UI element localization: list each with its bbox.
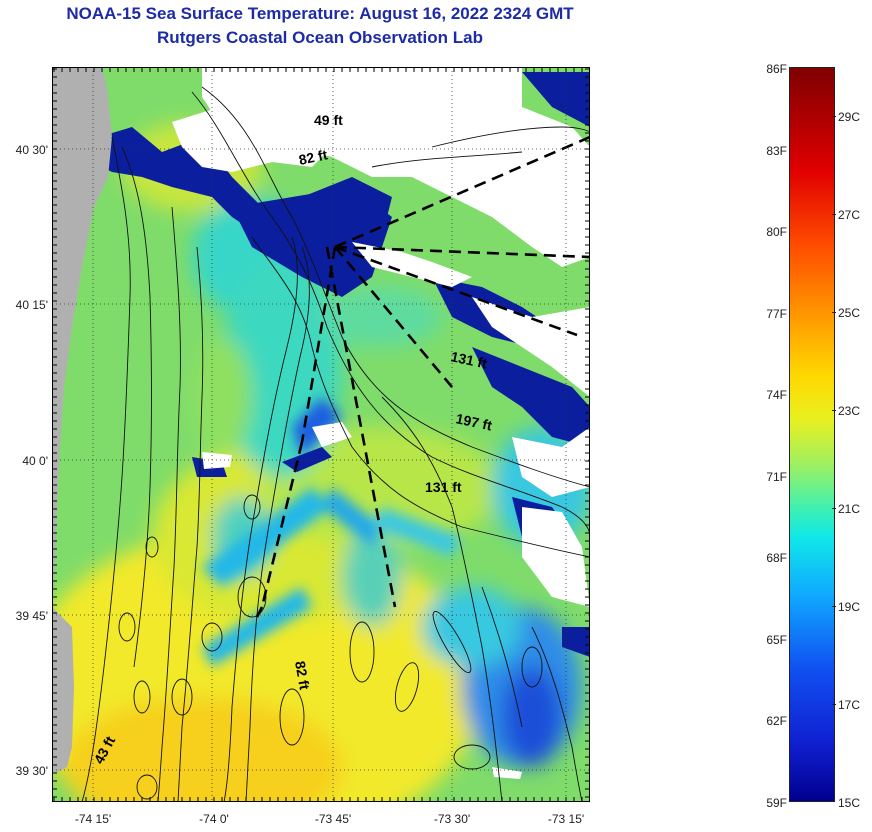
colorbar-f-77: 77F [766,307,787,321]
colorbar-f-80: 80F [766,225,787,239]
lon-label-73-30: -73 30' [433,812,471,826]
lon-label-73-15: -73 15' [547,812,585,826]
depth-label-82ft-north: 82 ft [297,146,329,168]
colorbar-c-27: 27C [838,208,861,222]
colorbar-c-17: 17C [838,698,861,712]
lat-label-40-30: 40 30' [15,143,48,157]
sst-map: 49 ft 82 ft 131 ft 197 ft 131 ft 82 ft 4… [52,67,590,802]
temperature-colorbar [789,67,835,802]
colorbar-c-tick [832,312,836,313]
depth-label-131ft-south: 131 ft [425,479,462,495]
colorbar-c-tick [832,410,836,411]
depth-label-197ft: 197 ft [454,410,493,433]
depth-label-82ft-south: 82 ft [292,660,313,691]
colorbar-c-25: 25C [838,306,861,320]
colorbar-f-65: 65F [766,633,787,647]
colorbar-c-tick [832,116,836,117]
colorbar-f-83: 83F [766,144,787,158]
colorbar-c-tick [832,214,836,215]
map-frame [52,67,590,802]
grid-lines [52,67,590,802]
colorbar-f-74: 74F [766,388,787,402]
colorbar-c-tick [832,508,836,509]
colorbar-f-62: 62F [766,714,787,728]
colorbar-c-21: 21C [838,502,861,516]
colorbar-c-23: 23C [838,404,861,418]
map-title: NOAA-15 Sea Surface Temperature: August … [66,4,574,23]
lon-label-74-15: -74 15' [74,812,112,826]
lon-label-73-45: -73 45' [314,812,352,826]
bathymetry-contours [81,86,590,802]
colorbar-c-tick [832,704,836,705]
lat-label-39-45: 39 45' [15,609,48,623]
lon-label-74-0: -74 0' [199,812,229,826]
colorbar-f-86: 86F [766,62,787,76]
colorbar-f-59: 59F [766,796,787,810]
lat-label-39-30: 39 30' [15,764,48,778]
depth-label-131ft-north: 131 ft [449,348,488,371]
map-subtitle: Rutgers Coastal Ocean Observation Lab [157,28,483,47]
colorbar-c-15: 15C [838,796,861,810]
colorbar-f-68: 68F [766,551,787,565]
transect-lines [255,135,590,618]
colorbar-f-71: 71F [766,470,787,484]
lat-label-40-0: 40 0' [22,454,48,468]
colorbar-c-19: 19C [838,600,861,614]
lat-label-40-15: 40 15' [15,298,48,312]
colorbar-c-29: 29C [838,110,861,124]
colorbar-c-tick [832,606,836,607]
depth-label-49ft: 49 ft [314,112,343,128]
